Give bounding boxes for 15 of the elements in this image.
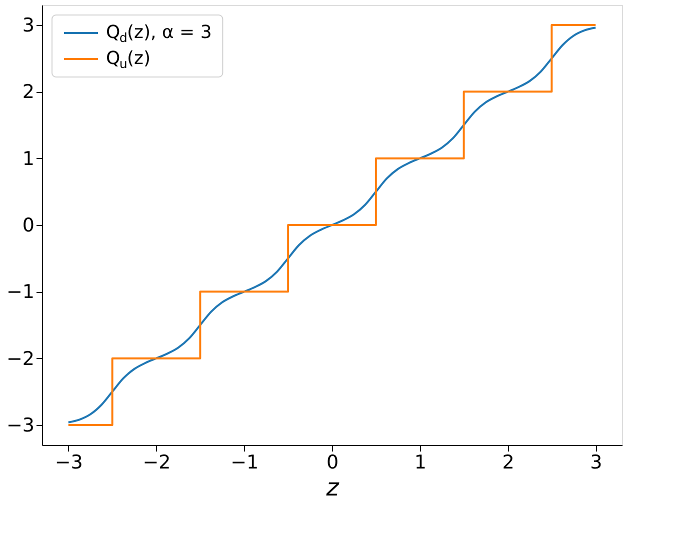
y-tick-label: −3 — [6, 414, 34, 436]
y-tick-label: 1 — [22, 148, 34, 170]
x-tick-label: 2 — [502, 452, 514, 474]
x-tick-label: 0 — [326, 452, 339, 474]
y-tick-label: −2 — [6, 348, 34, 370]
y-tick-label: 2 — [22, 81, 34, 104]
x-tick-label: 1 — [414, 452, 426, 474]
y-tick-label: 3 — [22, 14, 34, 36]
y-tick-label: 0 — [22, 214, 34, 236]
x-tick-label: −2 — [142, 452, 171, 474]
x-tick-label: −3 — [54, 452, 83, 474]
x-tick-label: 3 — [590, 452, 602, 474]
x-axis-title: z — [325, 474, 340, 502]
y-tick-label: −1 — [6, 281, 34, 304]
x-tick-label: −1 — [230, 452, 259, 474]
